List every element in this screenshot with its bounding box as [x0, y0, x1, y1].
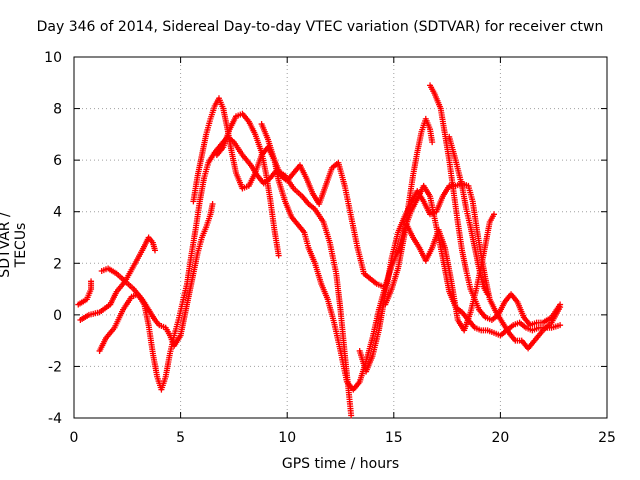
data-point [557, 322, 564, 329]
series-track-e [190, 95, 387, 290]
series-track-l [446, 133, 491, 298]
chart-title: Day 346 of 2014, Sidereal Day-to-day VTE… [36, 19, 604, 35]
y-tick-label: 10 [44, 50, 62, 66]
grid-lines [74, 57, 607, 418]
series-track-b [77, 234, 159, 324]
axis-ticks: 0 5 10 15 20 25 -4 -2 0 2 4 6 8 10 [44, 50, 616, 446]
y-tick-label: 6 [53, 153, 62, 169]
x-tick-label: 10 [278, 430, 296, 446]
series-track-h [356, 180, 564, 375]
data-point [484, 291, 491, 298]
data-point [348, 412, 355, 419]
y-tick-label: 4 [53, 205, 62, 221]
series-track-a [75, 278, 95, 308]
x-tick-label: 25 [598, 430, 616, 446]
x-tick-label: 15 [385, 430, 403, 446]
series-track-j [427, 82, 564, 329]
y-tick-label: -2 [48, 359, 62, 375]
data-point [557, 301, 564, 308]
data-point [88, 278, 95, 285]
data-point [429, 139, 436, 146]
data-point [209, 200, 216, 207]
x-tick-label: 0 [70, 430, 79, 446]
y-tick-label: -4 [48, 411, 62, 427]
series-track-g [258, 121, 564, 393]
y-tick-label: 8 [53, 102, 62, 118]
series-track-d [96, 133, 355, 419]
x-tick-label: 5 [176, 430, 185, 446]
series-track-i [382, 115, 436, 308]
plot-frame [73, 56, 608, 419]
y-tick-label: 0 [53, 308, 62, 324]
data-marks [75, 82, 564, 419]
y-tick-label: 2 [53, 256, 62, 272]
data-point [275, 252, 282, 259]
x-axis-label: GPS time / hours [281, 456, 400, 472]
data-point [491, 211, 498, 218]
y-axis-label: SDTVAR / TECUs [0, 212, 29, 278]
x-tick-label: 20 [491, 430, 509, 446]
data-point [152, 247, 159, 254]
series-track-f [213, 110, 282, 259]
